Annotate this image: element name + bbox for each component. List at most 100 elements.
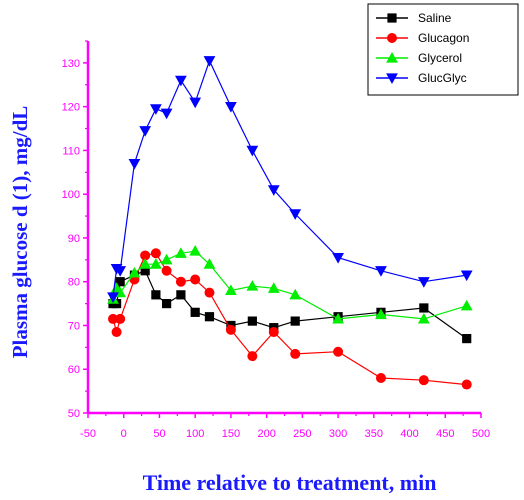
data-point-glucglyc xyxy=(417,277,430,288)
data-point-glucglyc xyxy=(107,292,119,304)
series-line-glucagon xyxy=(112,252,467,386)
y-tick-label: 100 xyxy=(62,189,80,201)
data-point-saline xyxy=(204,312,215,322)
series-glucglyc xyxy=(107,56,473,304)
data-point-glucglyc xyxy=(150,104,162,115)
x-tick-label: 50 xyxy=(153,428,165,440)
data-point-glucagon xyxy=(115,313,126,324)
series-glucagon xyxy=(108,248,472,390)
x-tick-label: 300 xyxy=(329,428,347,440)
data-point-glucglyc xyxy=(332,253,344,264)
x-tick-label: 250 xyxy=(293,428,311,440)
y-tick-label: 90 xyxy=(68,233,80,245)
data-point-glucagon xyxy=(150,248,161,259)
data-point-glucglyc xyxy=(246,145,259,157)
data-point-glucglyc xyxy=(289,209,302,220)
legend-entry-glycerol: Glycerol xyxy=(376,51,462,65)
data-point-glucagon xyxy=(268,327,279,338)
series-line-glucglyc xyxy=(112,59,467,298)
legend-marker-glucglyc xyxy=(386,73,398,85)
data-point-glucglyc xyxy=(203,56,216,67)
data-point-saline xyxy=(161,298,172,309)
series-layer xyxy=(107,56,473,390)
data-point-glucglyc xyxy=(375,266,387,277)
data-point-saline xyxy=(115,277,125,287)
legend-entry-glucglyc: GlucGlyc xyxy=(376,71,467,85)
series-glycerol xyxy=(107,245,473,324)
x-tick-label: -50 xyxy=(80,428,96,440)
y-tick-label: 70 xyxy=(68,320,80,332)
legend-label-glucagon: Glucagon xyxy=(418,31,469,45)
legend-label-glucglyc: GlucGlyc xyxy=(418,71,467,85)
data-point-glucglyc xyxy=(114,266,127,277)
y-tick-label: 120 xyxy=(62,102,80,114)
data-point-glucglyc xyxy=(175,75,187,87)
data-point-glycerol xyxy=(417,312,430,324)
data-point-glucagon xyxy=(290,348,301,359)
y-tick-label: 80 xyxy=(68,277,80,289)
data-point-glucagon xyxy=(190,274,201,285)
data-point-glycerol xyxy=(139,258,152,269)
x-tick-label: 200 xyxy=(257,428,275,440)
data-point-glucagon xyxy=(247,351,258,362)
data-point-glucglyc xyxy=(189,97,202,109)
x-tick-label: 0 xyxy=(121,428,127,440)
data-point-glycerol xyxy=(289,288,302,300)
x-tick-label: 500 xyxy=(472,428,490,440)
y-tick-label: 130 xyxy=(62,58,80,70)
data-point-glucagon xyxy=(111,327,122,338)
data-point-glucagon xyxy=(375,372,386,383)
data-point-glycerol xyxy=(128,266,141,278)
data-point-glucagon xyxy=(225,324,236,335)
legend: Saline Glucagon Glycerol GlucGlyc xyxy=(367,3,519,96)
data-point-glucagon xyxy=(418,375,429,386)
y-tick-label: 60 xyxy=(68,364,80,376)
legend-marker-glucagon xyxy=(386,33,397,44)
data-point-saline xyxy=(176,290,186,300)
data-point-saline xyxy=(247,316,257,326)
data-point-glucglyc xyxy=(267,185,280,196)
data-point-glycerol xyxy=(246,280,259,291)
data-point-glycerol xyxy=(160,253,173,265)
legend-label-saline: Saline xyxy=(418,11,452,25)
legend-entry-saline: Saline xyxy=(376,11,452,25)
legend-label-glycerol: Glycerol xyxy=(418,51,462,65)
x-axis-ticks: -50 0 50 100 150 200 250 300 350 400 450 500 xyxy=(80,413,490,440)
data-point-glucglyc xyxy=(160,108,173,120)
y-axis-ticks: 50 60 70 80 90 100 110 120 130 xyxy=(62,40,88,420)
data-point-glycerol xyxy=(189,245,202,256)
data-point-glycerol xyxy=(332,312,344,324)
data-point-glycerol xyxy=(203,258,216,269)
data-point-glycerol xyxy=(375,308,387,320)
data-point-glucagon xyxy=(161,265,172,276)
legend-marker-saline xyxy=(387,13,397,23)
data-point-saline xyxy=(151,290,161,300)
data-point-glycerol xyxy=(175,247,187,258)
y-tick-label: 50 xyxy=(68,408,80,420)
data-point-glycerol xyxy=(225,284,237,296)
data-point-glucglyc xyxy=(225,102,237,113)
data-point-glucglyc xyxy=(460,270,473,282)
x-tick-label: 100 xyxy=(186,428,204,440)
data-point-glycerol xyxy=(460,299,473,311)
x-tick-label: 350 xyxy=(365,428,383,440)
data-point-glucagon xyxy=(175,276,186,287)
x-tick-label: 400 xyxy=(400,428,418,440)
x-axis-title: Time relative to treatment, min xyxy=(143,470,437,495)
data-point-glucglyc xyxy=(139,126,152,137)
series-saline xyxy=(108,266,472,344)
data-point-glucglyc xyxy=(128,158,141,170)
x-tick-label: 150 xyxy=(222,428,240,440)
data-point-glycerol xyxy=(150,258,162,269)
plot-frame xyxy=(86,41,481,415)
data-point-glucagon xyxy=(333,346,344,357)
x-tick-label: 450 xyxy=(436,428,454,440)
data-point-saline xyxy=(190,307,200,317)
y-tick-label: 110 xyxy=(62,145,80,157)
y-axis-title: Plasma glucose d (1), mg/dL xyxy=(8,106,32,359)
legend-entry-glucagon: Glucagon xyxy=(376,31,469,45)
data-point-saline xyxy=(419,303,429,313)
data-point-glucagon xyxy=(204,287,215,298)
data-point-glucagon xyxy=(461,379,472,390)
